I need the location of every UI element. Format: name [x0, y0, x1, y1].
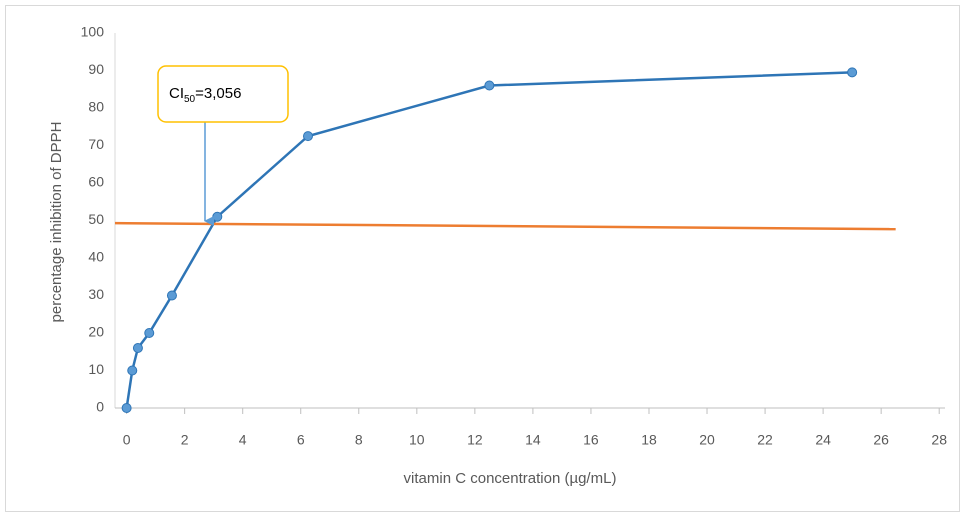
annotation-text: CI50=3,056	[169, 85, 241, 105]
y-tick-label: 0	[96, 399, 104, 415]
x-axis-title: vitamin C concentration (µg/mL)	[404, 470, 617, 487]
x-tick-label: 6	[297, 432, 305, 448]
data-point	[144, 328, 155, 338]
x-tick-label: 16	[583, 432, 599, 448]
x-tick-label: 22	[757, 432, 773, 448]
x-tick-label: 0	[123, 432, 131, 448]
x-tick-label: 14	[525, 432, 541, 448]
annotation-subscript: 50	[184, 94, 196, 105]
annotation-part: =3,056	[195, 85, 241, 102]
data-point	[121, 403, 132, 413]
y-tick-label: 100	[81, 24, 105, 40]
annotation-box	[157, 65, 289, 123]
y-tick-label: 40	[88, 249, 104, 265]
x-tick-label: 2	[181, 432, 189, 448]
annotation-part: CI	[169, 85, 184, 102]
y-tick-label: 20	[88, 324, 104, 340]
x-tick-label: 24	[815, 432, 831, 448]
x-tick-label: 28	[931, 432, 947, 448]
x-tick-label: 18	[641, 432, 657, 448]
data-point	[484, 80, 495, 91]
y-tick-label: 30	[88, 286, 104, 302]
y-tick-label: 50	[88, 211, 104, 227]
y-tick-label: 60	[88, 174, 104, 190]
annotation: CI50=3,056	[157, 65, 289, 226]
y-axis-title: percentage inhibition of DPPH	[48, 122, 65, 323]
x-tick-label: 4	[239, 432, 247, 448]
x-tick-label: 8	[355, 432, 363, 448]
y-tick-label: 90	[88, 61, 104, 77]
data-point	[166, 290, 177, 301]
series-line	[114, 221, 896, 231]
x-tick-label: 12	[467, 432, 483, 448]
data-point	[302, 131, 313, 142]
x-tick-label: 10	[409, 432, 425, 448]
chart-border	[5, 5, 960, 512]
data-point	[132, 343, 143, 353]
y-tick-label: 10	[88, 361, 104, 377]
data-point	[127, 365, 138, 376]
data-point	[847, 67, 858, 78]
y-tick-label: 80	[88, 99, 104, 115]
data-point	[212, 211, 223, 222]
y-tick-label: 70	[88, 136, 104, 152]
x-tick-label: 20	[699, 432, 715, 448]
x-tick-label: 26	[873, 432, 889, 448]
